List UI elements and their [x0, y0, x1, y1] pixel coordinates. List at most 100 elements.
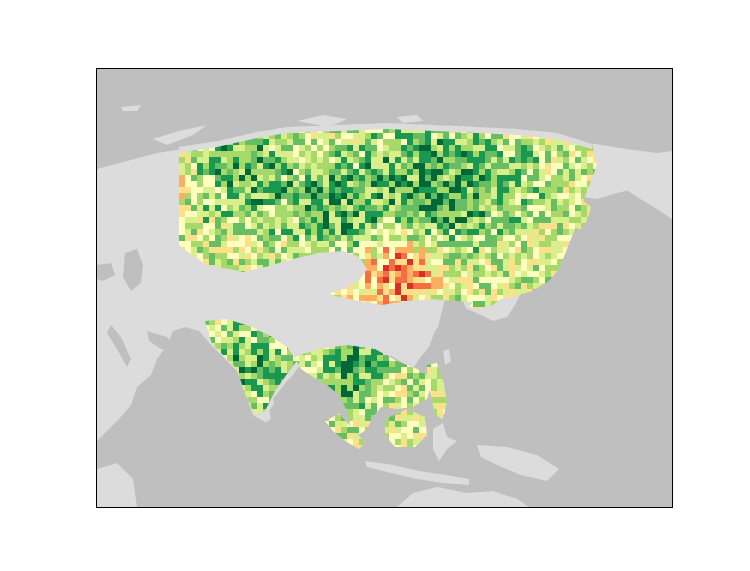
raster-cell	[281, 169, 287, 175]
raster-cell	[527, 181, 533, 187]
raster-cell	[257, 187, 263, 193]
raster-cell	[329, 217, 335, 223]
raster-cell	[197, 211, 203, 217]
raster-cell	[521, 235, 527, 241]
raster-cell	[419, 211, 425, 217]
raster-cell	[503, 265, 509, 271]
raster-cell	[203, 211, 209, 217]
raster-cell	[455, 217, 461, 223]
raster-cell	[203, 247, 209, 253]
raster-cell	[377, 133, 383, 139]
raster-cell	[437, 151, 443, 157]
raster-cell	[299, 355, 305, 361]
raster-cell	[419, 373, 425, 379]
raster-cell	[221, 265, 227, 271]
raster-cell	[323, 181, 329, 187]
raster-cell	[551, 205, 557, 211]
raster-cell	[485, 187, 491, 193]
raster-cell	[353, 421, 359, 427]
raster-cell	[365, 277, 371, 283]
raster-cell	[245, 337, 251, 343]
raster-cell	[401, 433, 407, 439]
raster-cell	[515, 169, 521, 175]
raster-cell	[251, 337, 257, 343]
raster-cell	[485, 259, 491, 265]
raster-cell	[185, 199, 191, 205]
raster-cell	[437, 175, 443, 181]
raster-cell	[527, 163, 533, 169]
raster-cell	[335, 247, 341, 253]
raster-cell	[365, 175, 371, 181]
raster-cell	[239, 355, 245, 361]
raster-cell	[413, 187, 419, 193]
raster-cell	[467, 253, 473, 259]
raster-cell	[485, 151, 491, 157]
raster-cell	[401, 385, 407, 391]
raster-cell	[341, 427, 347, 433]
raster-cell	[197, 169, 203, 175]
raster-cell	[431, 271, 437, 277]
raster-cell	[455, 283, 461, 289]
raster-cell	[425, 277, 431, 283]
raster-cell	[395, 379, 401, 385]
raster-cell	[407, 199, 413, 205]
raster-cell	[203, 181, 209, 187]
raster-cell	[287, 367, 293, 373]
raster-cell	[401, 283, 407, 289]
raster-cell	[329, 133, 335, 139]
raster-cell	[419, 433, 425, 439]
raster-cell	[563, 247, 569, 253]
raster-cell	[371, 145, 377, 151]
raster-cell	[203, 259, 209, 265]
raster-cell	[395, 415, 401, 421]
raster-cell	[455, 211, 461, 217]
raster-cell	[185, 223, 191, 229]
raster-cell	[521, 133, 527, 139]
raster-cell	[323, 217, 329, 223]
raster-cell	[533, 187, 539, 193]
raster-cell	[401, 151, 407, 157]
raster-cell	[407, 259, 413, 265]
raster-cell	[569, 223, 575, 229]
raster-cell	[371, 127, 377, 133]
raster-cell	[491, 151, 497, 157]
raster-cell	[197, 175, 203, 181]
raster-cell	[311, 349, 317, 355]
raster-cell	[335, 373, 341, 379]
raster-cell	[347, 295, 353, 301]
raster-cell	[251, 247, 257, 253]
raster-cell	[383, 235, 389, 241]
raster-cell	[401, 145, 407, 151]
raster-cell	[401, 367, 407, 373]
raster-cell	[311, 361, 317, 367]
raster-cell	[233, 187, 239, 193]
raster-cell	[281, 181, 287, 187]
raster-cell	[413, 241, 419, 247]
raster-cell	[287, 145, 293, 151]
raster-cell	[533, 241, 539, 247]
raster-cell	[437, 409, 443, 415]
raster-cell	[383, 385, 389, 391]
raster-cell	[347, 283, 353, 289]
raster-cell	[419, 157, 425, 163]
raster-cell	[257, 229, 263, 235]
raster-cell	[311, 151, 317, 157]
raster-cell	[377, 367, 383, 373]
raster-cell	[359, 355, 365, 361]
raster-cell	[305, 139, 311, 145]
raster-cell	[275, 217, 281, 223]
raster-cell	[437, 397, 443, 403]
raster-cell	[467, 229, 473, 235]
raster-cell	[419, 175, 425, 181]
raster-cell	[425, 181, 431, 187]
raster-cell	[209, 145, 215, 151]
raster-cell	[317, 229, 323, 235]
raster-cell	[575, 205, 581, 211]
raster-cell	[251, 175, 257, 181]
raster-cell	[395, 289, 401, 295]
raster-cell	[575, 181, 581, 187]
raster-cell	[413, 295, 419, 301]
raster-cell	[359, 223, 365, 229]
raster-cell	[245, 163, 251, 169]
raster-cell	[485, 175, 491, 181]
